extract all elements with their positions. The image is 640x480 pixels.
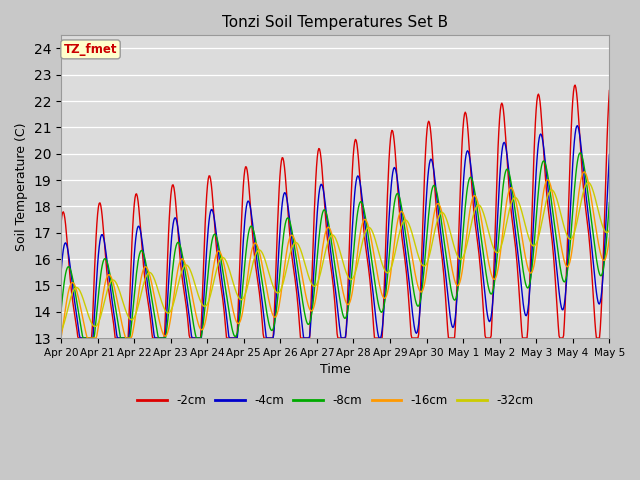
-32cm [179,265,187,271]
-16cm [179,256,187,262]
-2cm [403,271,410,276]
-4cm [605,152,613,157]
-8cm [57,308,65,314]
Y-axis label: Soil Temperature (C): Soil Temperature (C) [15,122,28,251]
-2cm [419,226,426,232]
-4cm [57,270,65,276]
-16cm [402,219,410,225]
X-axis label: Time: Time [320,363,351,376]
-32cm [57,328,65,334]
Line: -16cm: -16cm [61,172,609,338]
-8cm [180,260,188,266]
-2cm [57,220,65,226]
-8cm [403,238,410,244]
-16cm [605,235,613,241]
-2cm [605,88,613,94]
-4cm [573,123,581,129]
-8cm [577,150,584,156]
-2cm [209,198,216,204]
-2cm [572,82,579,88]
-4cm [76,335,84,341]
-32cm [208,286,216,292]
-16cm [208,274,216,279]
-4cm [124,335,132,341]
-8cm [419,283,426,288]
-32cm [605,227,613,233]
-4cm [403,256,410,262]
Title: Tonzi Soil Temperatures Set B: Tonzi Soil Temperatures Set B [222,15,448,30]
-4cm [180,273,188,279]
-4cm [209,208,216,214]
-16cm [418,289,426,295]
-16cm [67,281,75,287]
-8cm [67,268,75,274]
-4cm [419,266,426,272]
-2cm [180,287,188,292]
-8cm [209,235,216,240]
-4cm [67,270,75,276]
-2cm [124,335,132,341]
-8cm [124,335,132,341]
-2cm [67,284,75,289]
Legend: -2cm, -4cm, -8cm, -16cm, -32cm: -2cm, -4cm, -8cm, -16cm, -32cm [132,389,538,412]
Line: -32cm: -32cm [61,182,609,331]
-32cm [418,262,426,267]
-8cm [79,335,87,341]
-16cm [580,169,588,175]
-8cm [605,200,613,205]
-16cm [124,335,131,341]
-32cm [124,312,131,318]
-32cm [402,217,410,223]
Line: -4cm: -4cm [61,126,609,338]
Text: TZ_fmet: TZ_fmet [64,43,117,56]
-32cm [584,180,592,185]
-16cm [57,335,65,341]
-2cm [75,335,83,341]
Line: -2cm: -2cm [61,85,609,338]
-32cm [67,294,75,300]
Line: -8cm: -8cm [61,153,609,338]
